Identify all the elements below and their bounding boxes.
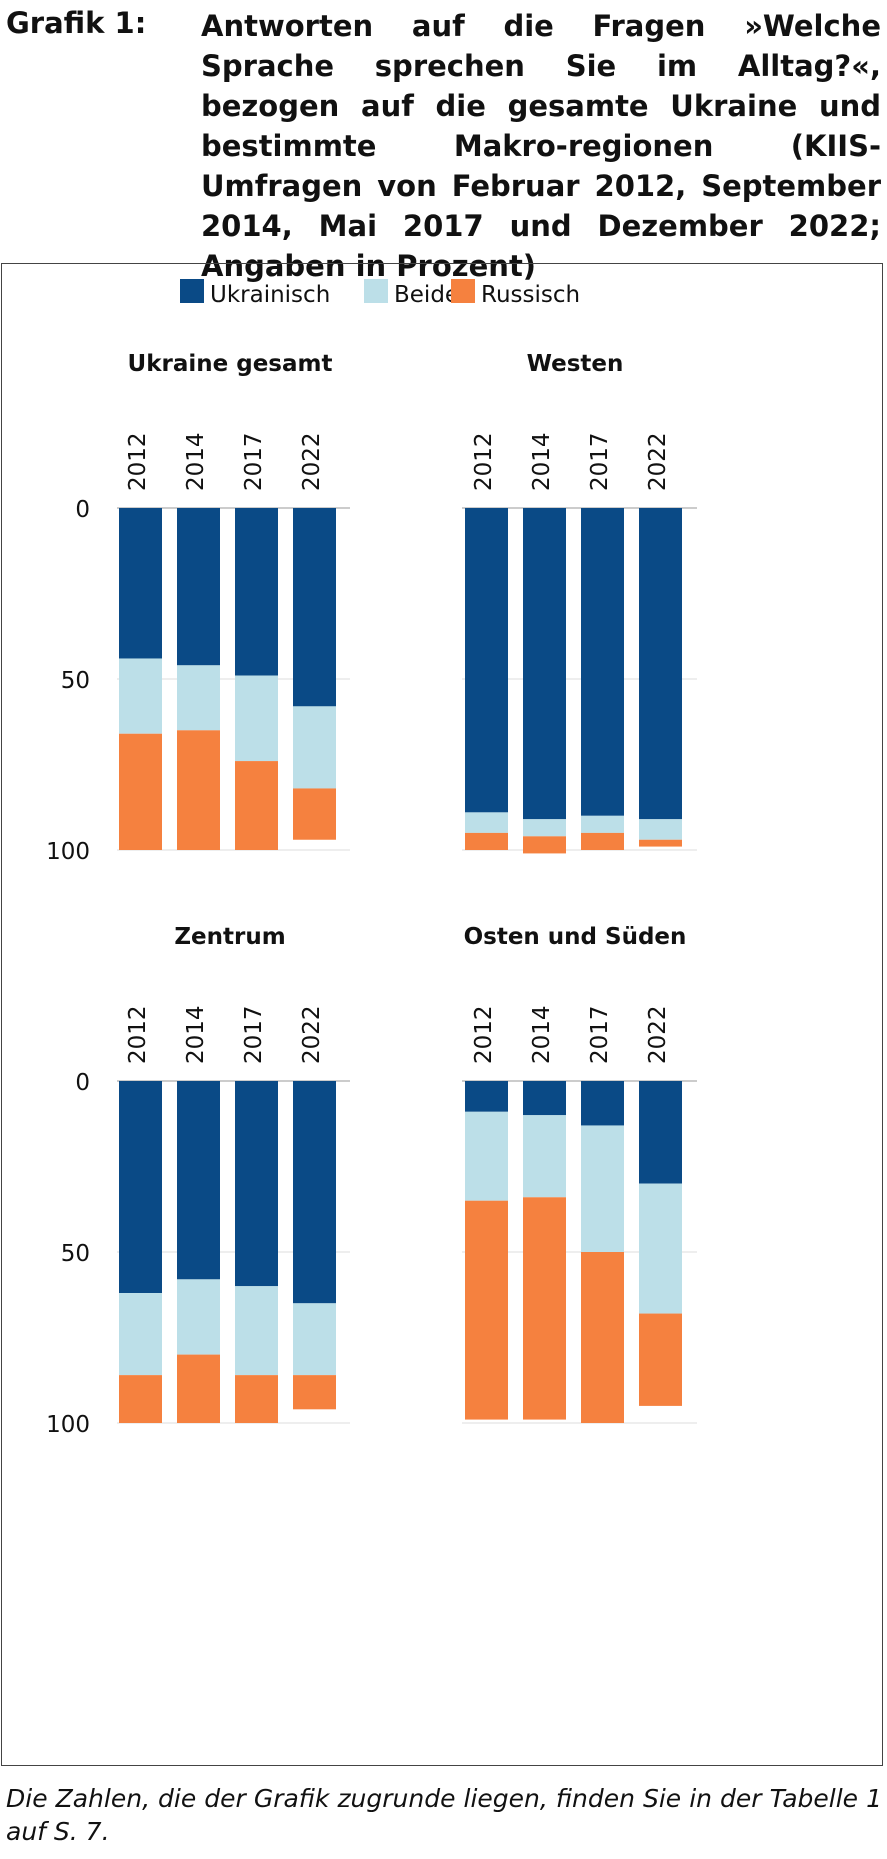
y-tick-label: 50 bbox=[61, 1241, 90, 1267]
bar-westen-2017-russisch bbox=[581, 832, 624, 850]
year-tick-label: 2014 bbox=[183, 1005, 209, 1064]
panel-title: Ukraine gesamt bbox=[128, 351, 333, 377]
legend-swatch-ukrainisch bbox=[180, 279, 204, 303]
bar-osten-und-süden-2017-russisch bbox=[581, 1252, 624, 1423]
y-tick-label: 0 bbox=[75, 497, 90, 523]
bar-osten-und-süden-2022-russisch bbox=[639, 1313, 682, 1406]
y-tick-label: 100 bbox=[46, 1412, 90, 1438]
bar-zentrum-2014-beides bbox=[177, 1279, 220, 1355]
year-tick-label: 2017 bbox=[241, 1005, 267, 1064]
year-tick-label: 2012 bbox=[471, 432, 497, 491]
bar-ukraine-gesamt-2022-beides bbox=[293, 706, 336, 789]
bar-zentrum-2017-russisch bbox=[235, 1375, 278, 1423]
y-tick-label: 0 bbox=[75, 1070, 90, 1096]
bar-zentrum-2012-ukrainisch bbox=[119, 1081, 162, 1294]
year-tick-label: 2022 bbox=[299, 1005, 325, 1064]
year-tick-label: 2012 bbox=[471, 1005, 497, 1064]
legend-swatch-beides bbox=[364, 279, 388, 303]
bar-westen-2014-ukrainisch bbox=[523, 508, 566, 820]
bar-osten-und-süden-2012-russisch bbox=[465, 1200, 508, 1420]
bar-ukraine-gesamt-2012-ukrainisch bbox=[119, 508, 162, 659]
legend-label-ukrainisch: Ukrainisch bbox=[210, 282, 330, 308]
bar-ukraine-gesamt-2022-russisch bbox=[293, 788, 336, 840]
bar-ukraine-gesamt-2017-russisch bbox=[235, 761, 278, 850]
bar-osten-und-süden-2012-beides bbox=[465, 1111, 508, 1201]
bar-osten-und-süden-2022-beides bbox=[639, 1183, 682, 1314]
year-tick-label: 2022 bbox=[645, 432, 671, 491]
legend-label-russisch: Russisch bbox=[481, 282, 580, 308]
bar-osten-und-süden-2017-ukrainisch bbox=[581, 1081, 624, 1126]
bar-westen-2012-beides bbox=[465, 812, 508, 833]
bar-westen-2014-russisch bbox=[523, 836, 566, 854]
bar-westen-2022-ukrainisch bbox=[639, 508, 682, 820]
year-tick-label: 2012 bbox=[125, 1005, 151, 1064]
bar-zentrum-2012-beides bbox=[119, 1293, 162, 1376]
bar-osten-und-süden-2017-beides bbox=[581, 1125, 624, 1252]
bar-ukraine-gesamt-2012-russisch bbox=[119, 733, 162, 850]
figure-footnote: Die Zahlen, die der Grafik zugrunde lieg… bbox=[6, 1784, 882, 1846]
bar-zentrum-2017-beides bbox=[235, 1286, 278, 1376]
figure-caption: Antworten auf die Fragen »Welche Sprache… bbox=[201, 9, 881, 283]
bar-osten-und-süden-2022-ukrainisch bbox=[639, 1081, 682, 1184]
bar-ukraine-gesamt-2022-ukrainisch bbox=[293, 508, 336, 707]
bar-westen-2012-ukrainisch bbox=[465, 508, 508, 813]
bar-zentrum-2012-russisch bbox=[119, 1375, 162, 1423]
panel-title: Westen bbox=[527, 351, 624, 377]
year-tick-label: 2022 bbox=[645, 1005, 671, 1064]
panel-title: Zentrum bbox=[174, 924, 285, 950]
bar-westen-2017-beides bbox=[581, 815, 624, 833]
bar-zentrum-2014-russisch bbox=[177, 1354, 220, 1423]
bar-zentrum-2022-russisch bbox=[293, 1375, 336, 1410]
bar-westen-2022-beides bbox=[639, 819, 682, 840]
bar-ukraine-gesamt-2014-russisch bbox=[177, 730, 220, 850]
figure-label: Grafik 1: bbox=[6, 6, 147, 40]
bar-westen-2014-beides bbox=[523, 819, 566, 837]
panel-title: Osten und Süden bbox=[464, 924, 687, 950]
year-tick-label: 2022 bbox=[299, 432, 325, 491]
bar-westen-2012-russisch bbox=[465, 832, 508, 850]
bar-zentrum-2022-ukrainisch bbox=[293, 1081, 336, 1304]
bar-osten-und-süden-2012-ukrainisch bbox=[465, 1081, 508, 1112]
bar-ukraine-gesamt-2017-beides bbox=[235, 675, 278, 762]
bar-osten-und-süden-2014-ukrainisch bbox=[523, 1081, 566, 1116]
bar-zentrum-2022-beides bbox=[293, 1303, 336, 1376]
legend-swatch-russisch bbox=[451, 279, 475, 303]
year-tick-label: 2017 bbox=[587, 1005, 613, 1064]
bar-westen-2017-ukrainisch bbox=[581, 508, 624, 816]
bar-ukraine-gesamt-2014-ukrainisch bbox=[177, 508, 220, 666]
y-tick-label: 50 bbox=[61, 668, 90, 694]
year-tick-label: 2017 bbox=[587, 432, 613, 491]
y-tick-label: 100 bbox=[46, 839, 90, 865]
year-tick-label: 2017 bbox=[241, 432, 267, 491]
bar-ukraine-gesamt-2014-beides bbox=[177, 665, 220, 731]
bar-ukraine-gesamt-2017-ukrainisch bbox=[235, 508, 278, 676]
year-tick-label: 2014 bbox=[529, 1005, 555, 1064]
bar-zentrum-2014-ukrainisch bbox=[177, 1081, 220, 1280]
year-tick-label: 2014 bbox=[529, 432, 555, 491]
bar-osten-und-süden-2014-russisch bbox=[523, 1197, 566, 1420]
bar-westen-2022-russisch bbox=[639, 839, 682, 847]
bar-osten-und-süden-2014-beides bbox=[523, 1115, 566, 1198]
bar-zentrum-2017-ukrainisch bbox=[235, 1081, 278, 1287]
chart-frame: Ukrainisch Beides Russisch Ukraine gesamt 0 5… bbox=[1, 263, 883, 1766]
year-tick-label: 2012 bbox=[125, 432, 151, 491]
bar-ukraine-gesamt-2012-beides bbox=[119, 658, 162, 734]
year-tick-label: 2014 bbox=[183, 432, 209, 491]
